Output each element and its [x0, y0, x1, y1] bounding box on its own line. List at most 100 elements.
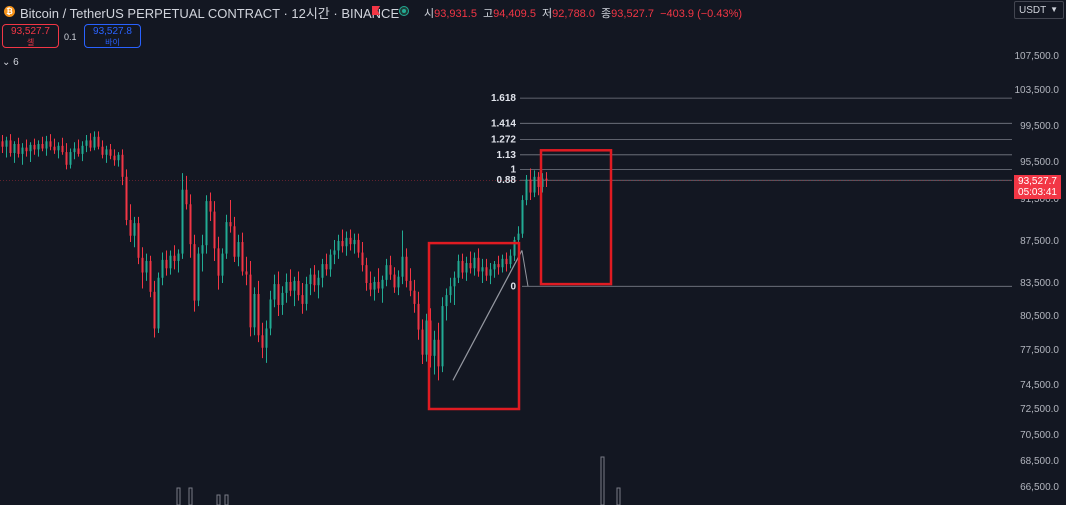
- candle-body: [177, 253, 180, 261]
- y-axis-tick-label: 91,500.0: [1020, 194, 1059, 205]
- candle-body: [185, 189, 188, 205]
- candle-body: [493, 264, 496, 270]
- candle-body: [109, 149, 112, 156]
- chevron-down-icon: ▼: [1050, 5, 1058, 14]
- candle-body: [305, 284, 308, 304]
- candle-body: [441, 306, 444, 367]
- candle-body: [249, 274, 252, 328]
- chevron-down-icon: ⌄: [2, 57, 11, 68]
- candle-body: [1, 141, 4, 147]
- candle-body: [473, 257, 476, 269]
- candle-body: [349, 237, 352, 245]
- open-value: 93,931.5: [434, 8, 477, 20]
- currency-select[interactable]: USDT ▼: [1014, 1, 1064, 19]
- candle-body: [253, 294, 256, 328]
- y-axis-tick-label: 74,500.0: [1020, 380, 1059, 391]
- candle-body: [213, 211, 216, 249]
- candle-body: [97, 136, 100, 147]
- candle-body: [469, 263, 472, 269]
- candle-body: [81, 145, 84, 154]
- candle-body: [505, 258, 508, 265]
- sell-label: 셀: [26, 38, 35, 47]
- candle-body: [321, 264, 324, 278]
- candle-body: [341, 241, 344, 247]
- last-price-label: 93,527.7: [1018, 176, 1057, 187]
- candle-body: [245, 271, 248, 275]
- candle-body: [313, 274, 316, 286]
- sell-button[interactable]: 93,527.7 셀: [2, 24, 59, 48]
- candle-body: [125, 176, 128, 220]
- candle-body: [477, 257, 480, 272]
- candle-body: [57, 145, 60, 151]
- candle-body: [325, 264, 328, 270]
- y-axis-tick-label: 66,500.0: [1020, 482, 1059, 493]
- y-axis-tick-label: 83,500.0: [1020, 278, 1059, 289]
- candle-body: [13, 144, 16, 153]
- candle-body: [373, 281, 376, 290]
- candle-body: [525, 179, 528, 201]
- candle-body: [233, 226, 236, 257]
- candle-body: [293, 280, 296, 291]
- candle-body: [189, 204, 192, 245]
- close-label: 종: [601, 8, 612, 20]
- fib-anchor-trendline: [452, 250, 523, 381]
- candle-body: [33, 144, 36, 150]
- buy-label: 바이: [105, 38, 120, 47]
- fib-level-label: 1.618: [491, 93, 516, 104]
- y-axis-tick-label: 107,500.0: [1015, 51, 1060, 62]
- volume-bar: [600, 456, 605, 505]
- y-axis-tick-label: 70,500.0: [1020, 430, 1059, 441]
- fib-anchor-trendline: [521, 250, 529, 287]
- y-axis-tick-label: 68,500.0: [1020, 456, 1059, 467]
- candle-body: [161, 259, 164, 278]
- candle-body: [73, 148, 76, 153]
- candle-body: [93, 136, 96, 148]
- candle-body: [217, 248, 220, 276]
- annotation-box: [539, 149, 613, 286]
- candle-body: [517, 233, 520, 240]
- candle-body: [129, 220, 132, 236]
- candle-body: [117, 154, 120, 161]
- candle-body: [345, 237, 348, 247]
- candle-body: [49, 141, 52, 147]
- candle-body: [489, 269, 492, 276]
- candle-body: [29, 144, 32, 152]
- annotation-box: [427, 241, 521, 411]
- candle-body: [241, 242, 244, 272]
- candle-body: [509, 255, 512, 265]
- candle-body: [145, 260, 148, 273]
- candle-body: [141, 257, 144, 273]
- candle-body: [269, 299, 272, 329]
- candle-body: [401, 256, 404, 277]
- candle-body: [521, 200, 524, 234]
- candle-body: [61, 145, 64, 153]
- flag-icon[interactable]: [372, 6, 380, 15]
- candle-body: [353, 239, 356, 245]
- candle-body: [221, 253, 224, 276]
- buy-button[interactable]: 93,527.8 바이: [84, 24, 141, 48]
- low-value: 92,788.0: [552, 8, 595, 20]
- candle-body: [357, 239, 360, 253]
- candle-body: [45, 141, 48, 149]
- candle-body: [405, 256, 408, 281]
- candle-body: [417, 303, 420, 330]
- candle-body: [437, 339, 440, 367]
- candle-body: [229, 222, 232, 227]
- high-value: 94,409.5: [493, 8, 536, 20]
- candle-body: [261, 335, 264, 348]
- candle-body: [257, 294, 260, 336]
- candle-body: [9, 140, 12, 153]
- bitcoin-icon: ₿: [4, 6, 15, 17]
- fib-level-label: 1.13: [497, 150, 517, 161]
- indicator-toggle[interactable]: ⌄ 6: [2, 57, 19, 68]
- candle-body: [377, 281, 380, 289]
- symbol-title[interactable]: Bitcoin / TetherUS PERPETUAL CONTRACT · …: [20, 6, 400, 21]
- sell-price: 93,527.7: [11, 26, 50, 37]
- y-axis-tick-label: 103,500.0: [1015, 85, 1060, 96]
- candle-body: [545, 178, 548, 181]
- candle-body: [65, 152, 68, 165]
- candle-body: [237, 242, 240, 257]
- candle-body: [25, 147, 28, 152]
- candle-body: [301, 295, 304, 304]
